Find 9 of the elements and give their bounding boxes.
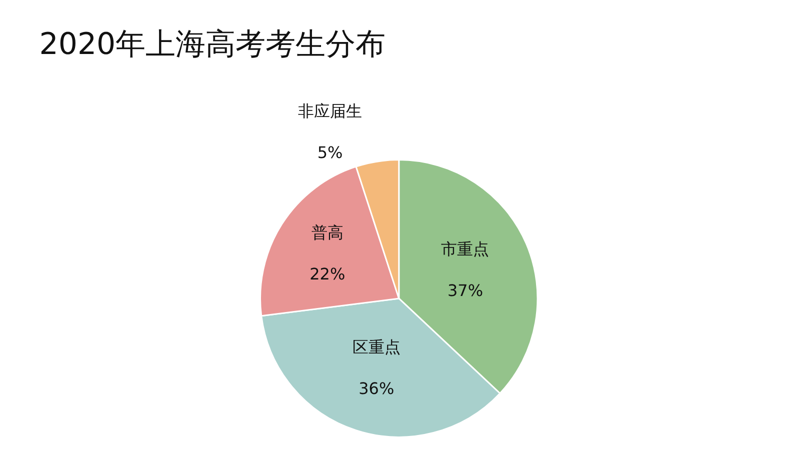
slice-label: 普高 (311, 222, 344, 242)
slice-label: 区重点 (352, 337, 400, 356)
data-label: 36% (358, 378, 394, 398)
data-label: 22% (310, 264, 346, 284)
chart-title: 2020年上海高考考生分布 (39, 26, 386, 62)
slice-label: 市重点 (441, 239, 490, 258)
slice-label: 非应届生 (298, 102, 362, 121)
data-label: 5% (317, 143, 343, 162)
data-label: 37% (447, 281, 484, 300)
